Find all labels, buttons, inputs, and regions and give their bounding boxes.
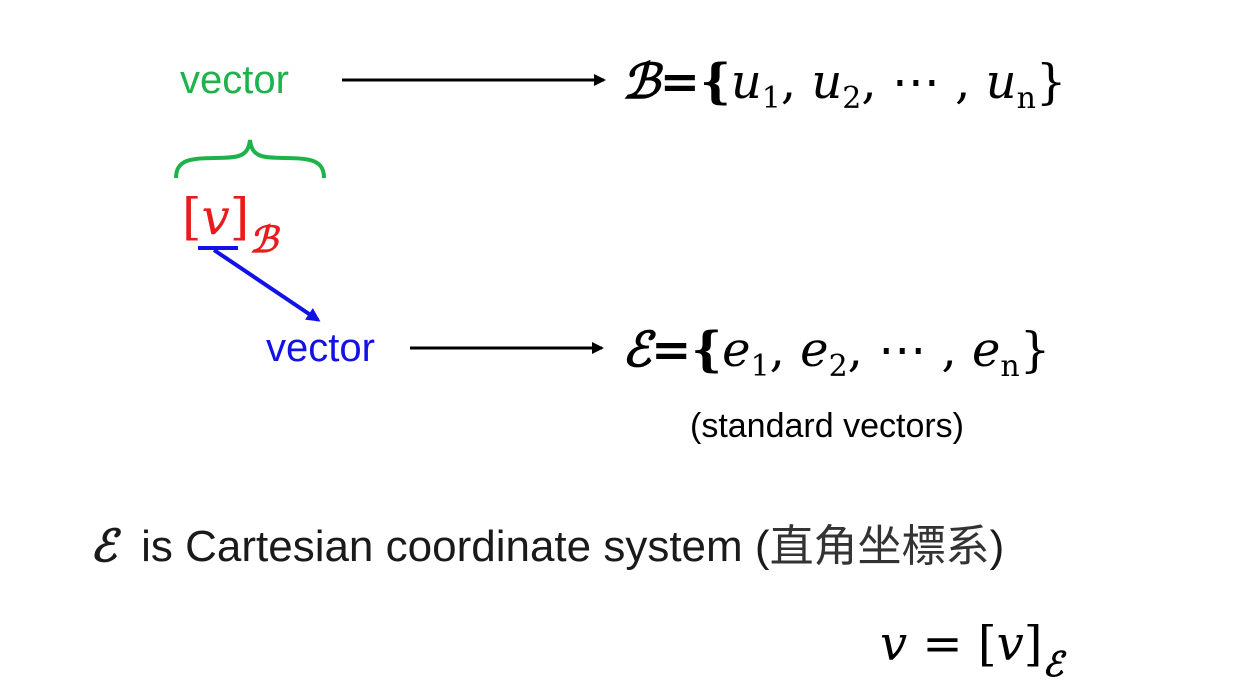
basis-E-set: ℰ={e1, e2, ⋯ , en} bbox=[622, 322, 1051, 384]
basis-E-element: e bbox=[971, 322, 1001, 378]
coord-bracket-close: ] bbox=[229, 188, 250, 246]
basis-B-subscript: 2 bbox=[842, 81, 862, 116]
coord-subscript-B: ℬ bbox=[249, 219, 278, 261]
basis-E-subscript: 2 bbox=[828, 349, 848, 384]
equation-bracket-close: ] bbox=[1023, 616, 1043, 672]
basis-B-dots: ⋯ bbox=[891, 54, 940, 110]
basis-E-subscript: n bbox=[1000, 349, 1020, 384]
basis-E-subscript: 1 bbox=[750, 349, 770, 384]
basis-E-dots: ⋯ bbox=[878, 322, 927, 378]
blue-arrow bbox=[212, 248, 321, 322]
vector-label-blue: vector bbox=[266, 326, 375, 370]
basis-B-subscript: 1 bbox=[761, 81, 781, 116]
statement-text: is Cartesian coordinate system ( bbox=[141, 522, 770, 571]
cartesian-statement: ℰ is Cartesian coordinate system (直角坐標系) bbox=[90, 518, 1004, 576]
basis-E-element: e bbox=[800, 322, 829, 378]
basis-E-close-brace: } bbox=[1019, 322, 1051, 378]
coordinate-vector-B: [v]ℬ bbox=[182, 186, 278, 271]
basis-B-equals-brace: ={ bbox=[659, 54, 731, 110]
basis-B-element: u bbox=[811, 54, 843, 110]
basis-B-element: u bbox=[985, 54, 1017, 110]
statement-cjk: 直角坐標系 bbox=[769, 522, 990, 571]
equation-subscript-E: ℰ bbox=[1042, 645, 1064, 685]
basis-B-set: ℬ={u1, u2, ⋯ , un} bbox=[622, 54, 1067, 116]
basis-B-close-brace: } bbox=[1035, 54, 1067, 110]
equation-bracket-open: [ bbox=[977, 616, 997, 672]
coord-var: v bbox=[201, 188, 230, 246]
green-brace bbox=[174, 139, 326, 179]
basis-B-subscript: n bbox=[1016, 81, 1036, 116]
identity-equation: v = [v]ℰ bbox=[880, 614, 1063, 695]
basis-B-symbol: ℬ bbox=[622, 54, 660, 110]
equation-equals: = bbox=[907, 616, 978, 672]
standard-vectors-note: (standard vectors) bbox=[690, 407, 964, 445]
statement-close: ) bbox=[989, 522, 1005, 571]
equation-var: v bbox=[996, 616, 1024, 672]
basis-E-element: e bbox=[722, 322, 751, 378]
coord-bracket-open: [ bbox=[182, 188, 202, 246]
basis-E-symbol: ℰ bbox=[622, 322, 652, 378]
basis-E-equals-brace: ={ bbox=[651, 322, 723, 378]
vector-label-green: vector bbox=[180, 58, 289, 102]
statement-symbol: ℰ bbox=[90, 521, 117, 572]
basis-B-element: u bbox=[730, 54, 762, 110]
equation-lhs: v bbox=[880, 616, 908, 672]
